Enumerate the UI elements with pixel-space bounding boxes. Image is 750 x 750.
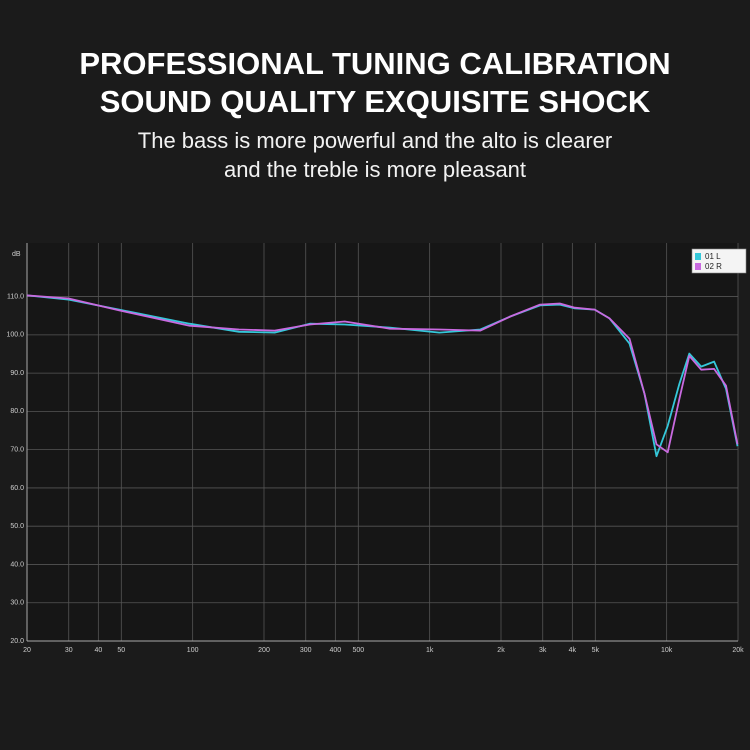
y-tick-label: 70.0	[10, 446, 24, 453]
subtitle: and the treble is more pleasant	[224, 157, 526, 182]
subtitle: The bass is more powerful and the alto i…	[138, 128, 612, 153]
x-tick-label: 500	[352, 647, 364, 654]
response-line	[26, 294, 739, 458]
x-tick-label: 10k	[661, 647, 673, 654]
y-tick-label: 90.0	[10, 370, 24, 377]
y-tick-label: 60.0	[10, 485, 24, 492]
y-tick-label: 110.0	[7, 293, 24, 300]
x-tick-label: 20	[23, 647, 31, 654]
x-tick-label: 4k	[569, 647, 577, 654]
x-tick-label: 20k	[732, 647, 744, 654]
x-tick-label: 2k	[497, 647, 505, 654]
x-tick-label: 1k	[426, 647, 434, 654]
legend-label: 01 L	[705, 252, 721, 261]
y-tick-label: 80.0	[10, 408, 24, 415]
plot-area	[27, 243, 738, 641]
legend-swatch	[695, 253, 701, 260]
title: SOUND QUALITY EXQUISITE SHOCK	[100, 84, 651, 119]
x-tick-label: 300	[300, 647, 312, 654]
y-axis-label: dB	[12, 251, 21, 258]
legend-swatch	[695, 263, 701, 270]
legend-label: 02 R	[705, 262, 722, 271]
x-tick-label: 100	[187, 647, 199, 654]
x-tick-label: 3k	[539, 647, 547, 654]
x-tick-label: 5k	[592, 647, 600, 654]
y-tick-label: 40.0	[10, 561, 24, 568]
y-tick-label: 30.0	[10, 600, 24, 607]
x-tick-label: 200	[258, 647, 270, 654]
title: PROFESSIONAL TUNING CALIBRATION	[79, 46, 670, 81]
y-tick-label: 50.0	[10, 523, 24, 530]
response-line	[26, 294, 739, 454]
x-tick-label: 40	[94, 647, 102, 654]
y-tick-label: 100.0	[6, 332, 24, 339]
x-tick-label: 30	[65, 647, 73, 654]
x-tick-label: 400	[330, 647, 342, 654]
y-tick-label: 20.0	[10, 638, 24, 645]
x-tick-label: 50	[117, 647, 125, 654]
